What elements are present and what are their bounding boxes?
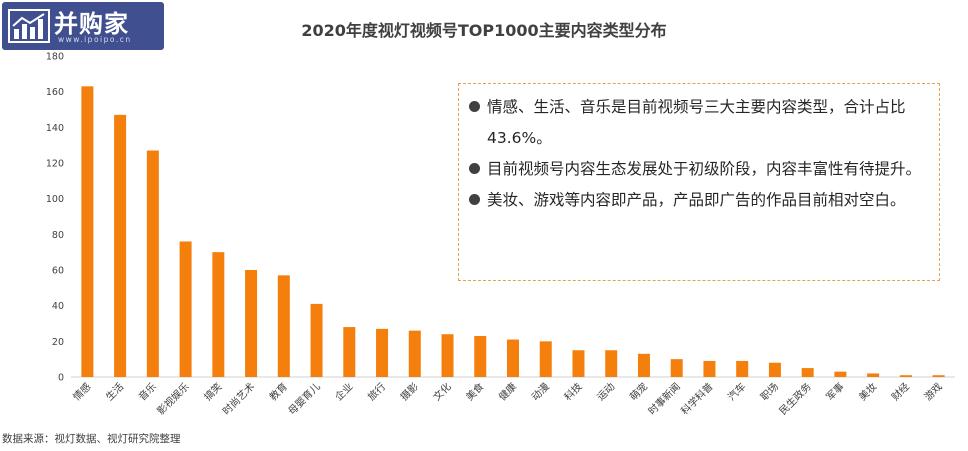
x-tick-label: 摄影 — [398, 380, 421, 403]
y-tick-label: 180 — [46, 52, 64, 63]
bar — [899, 375, 912, 377]
y-tick-label: 60 — [52, 266, 64, 277]
note-item: 情感、生活、音乐是目前视频号三大主要内容类型，合计占比43.6%。 — [467, 92, 929, 154]
bar — [507, 339, 519, 377]
x-tick-label: 民生政务 — [776, 380, 813, 417]
bar — [441, 334, 454, 377]
bar — [834, 371, 847, 377]
x-tick-label: 萌宠 — [627, 380, 650, 403]
x-tick-label: 母婴育儿 — [285, 380, 322, 417]
x-tick-label: 文化 — [430, 380, 453, 403]
bar — [310, 303, 323, 377]
source-note: 数据来源：视灯数据、视灯研究院整理 — [2, 433, 181, 445]
logo-text: 并购家 — [54, 10, 129, 38]
notes-box: 情感、生活、音乐是目前视频号三大主要内容类型，合计占比43.6%。 目前视频号内… — [458, 83, 940, 281]
note-item: 美妆、游戏等内容即产品，产品即广告的作品目前相对空白。 — [467, 185, 929, 216]
bar — [703, 360, 716, 377]
x-tick-label: 时尚艺术 — [220, 380, 257, 417]
y-tick-label: 20 — [52, 337, 64, 348]
bar — [539, 341, 552, 377]
bar — [212, 252, 225, 377]
bar — [376, 328, 389, 377]
note-item: 目前视频号内容生态发展处于初级阶段，内容丰富性有待提升。 — [467, 154, 929, 185]
y-tick-label: 80 — [52, 230, 64, 241]
bar — [277, 275, 290, 377]
y-tick-label: 0 — [58, 373, 64, 384]
bar — [801, 368, 814, 377]
x-tick-label: 时事新闻 — [645, 380, 682, 417]
logo-url: www.ipoipo.cn — [58, 35, 132, 44]
bullet-icon — [469, 194, 480, 205]
x-tick-label: 美妆 — [856, 380, 879, 403]
bar — [114, 114, 127, 377]
bar — [179, 241, 192, 377]
x-tick-label: 汽车 — [725, 380, 748, 403]
bullet-icon — [469, 163, 480, 174]
x-tick-label: 生活 — [103, 380, 126, 403]
x-tick-label: 军事 — [823, 380, 846, 403]
x-tick-label: 科技 — [561, 380, 584, 403]
y-tick-label: 120 — [46, 159, 64, 170]
bar-chart-logo-icon — [8, 9, 50, 43]
x-tick-label: 搞笑 — [201, 380, 224, 403]
y-tick-label: 100 — [46, 194, 64, 205]
x-tick-label: 企业 — [332, 380, 355, 403]
y-tick-label: 140 — [46, 123, 64, 134]
x-tick-label: 美食 — [463, 380, 486, 403]
note-text: 目前视频号内容生态发展处于初级阶段，内容丰富性有待提升。 — [487, 160, 922, 178]
x-tick-label: 影视娱乐 — [154, 380, 191, 417]
bar — [81, 86, 94, 378]
bar — [736, 360, 749, 377]
bar — [867, 373, 880, 377]
y-tick-label: 40 — [52, 301, 64, 312]
logo: 并购家 www.ipoipo.cn — [2, 2, 164, 50]
bar — [605, 350, 618, 377]
x-tick-label: 教育 — [267, 380, 290, 403]
x-tick-label: 科学科普 — [678, 380, 715, 417]
note-text: 情感、生活、音乐是目前视频号三大主要内容类型，合计占比43.6%。 — [487, 98, 906, 147]
x-tick-label: 健康 — [496, 380, 519, 403]
bar — [146, 150, 159, 377]
bar — [768, 362, 781, 377]
x-tick-label: 职场 — [758, 380, 781, 403]
x-tick-label: 情感 — [70, 380, 93, 403]
x-tick-label: 运动 — [595, 381, 618, 404]
bar — [408, 330, 421, 377]
bar — [474, 335, 487, 377]
note-text: 美妆、游戏等内容即产品，产品即广告的作品目前相对空白。 — [487, 191, 906, 209]
y-tick-label: 160 — [46, 87, 64, 98]
bar — [572, 350, 585, 377]
bar — [670, 359, 683, 377]
bar — [932, 375, 945, 377]
chart-title: 2020年度视灯视频号TOP1000主要内容类型分布 — [301, 21, 667, 40]
bullet-icon — [469, 101, 480, 112]
x-tick-label: 音乐 — [136, 380, 159, 403]
x-tick-label: 动漫 — [529, 381, 552, 404]
x-tick-label: 财经 — [889, 380, 912, 403]
x-tick-label: 游戏 — [921, 380, 944, 403]
bar — [343, 327, 356, 377]
x-tick-label: 旅行 — [365, 380, 388, 403]
bar — [637, 353, 650, 377]
bar — [245, 270, 258, 377]
